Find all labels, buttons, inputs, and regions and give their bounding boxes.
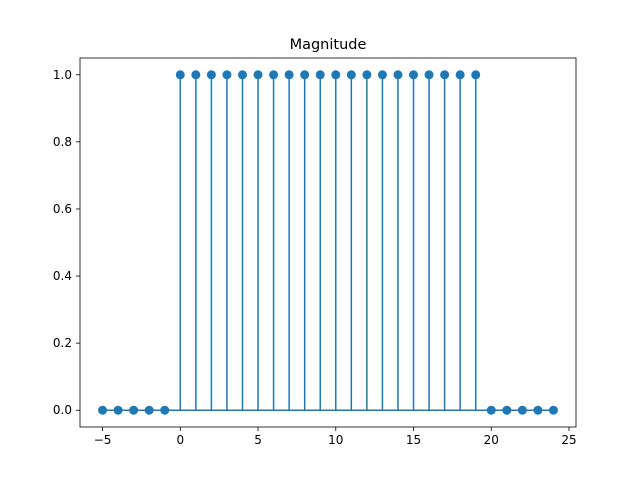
stem-marker (237, 70, 247, 80)
stem-marker (113, 405, 123, 415)
stem-marker (253, 70, 263, 80)
y-tick-label: 1.0 (53, 68, 72, 82)
stem-marker (222, 70, 232, 80)
x-tick-label: 0 (176, 433, 184, 447)
y-tick-label: 0.0 (53, 403, 72, 417)
stem-marker (486, 405, 496, 415)
stem-marker (502, 405, 512, 415)
chart-title: Magnitude (290, 37, 367, 53)
plot-frame (79, 57, 577, 428)
stem-marker (517, 405, 527, 415)
stem-marker (455, 70, 465, 80)
stem-marker (160, 405, 170, 415)
stem-marker (424, 70, 434, 80)
y-tick-label: 0.2 (53, 336, 72, 350)
stem-marker (175, 70, 185, 80)
y-tick-label: 0.8 (53, 135, 72, 149)
axes-layer: −5 0 5 10 15 20 25 0.0 0.2 0.4 0.6 0.8 1.0 (53, 57, 577, 447)
x-tick-label: 15 (406, 433, 421, 447)
stem-marker (144, 405, 154, 415)
stem-marker (346, 70, 356, 80)
stem-marker (393, 70, 403, 80)
stem-marker (533, 405, 543, 415)
y-tick-label: 0.6 (53, 202, 72, 216)
stem-marker (548, 405, 558, 415)
stem-marker (471, 70, 481, 80)
x-tick-label: −5 (94, 433, 112, 447)
stem-marker (98, 405, 108, 415)
stem-marker (129, 405, 139, 415)
stems-layer (98, 70, 558, 415)
stem-marker (206, 70, 216, 80)
x-tick-label: 20 (484, 433, 499, 447)
stem-marker (362, 70, 372, 80)
stem-marker (331, 70, 341, 80)
x-tick-label: 5 (254, 433, 262, 447)
stem-marker (284, 70, 294, 80)
stem-marker (269, 70, 279, 80)
y-tick-label: 0.4 (53, 269, 72, 283)
stem-marker (377, 70, 387, 80)
stem-marker (191, 70, 201, 80)
stem-marker (300, 70, 310, 80)
x-tick-label: 10 (328, 433, 343, 447)
stem-marker (409, 70, 419, 80)
stem-marker (315, 70, 325, 80)
x-tick-label: 25 (561, 433, 576, 447)
stem-marker (440, 70, 450, 80)
